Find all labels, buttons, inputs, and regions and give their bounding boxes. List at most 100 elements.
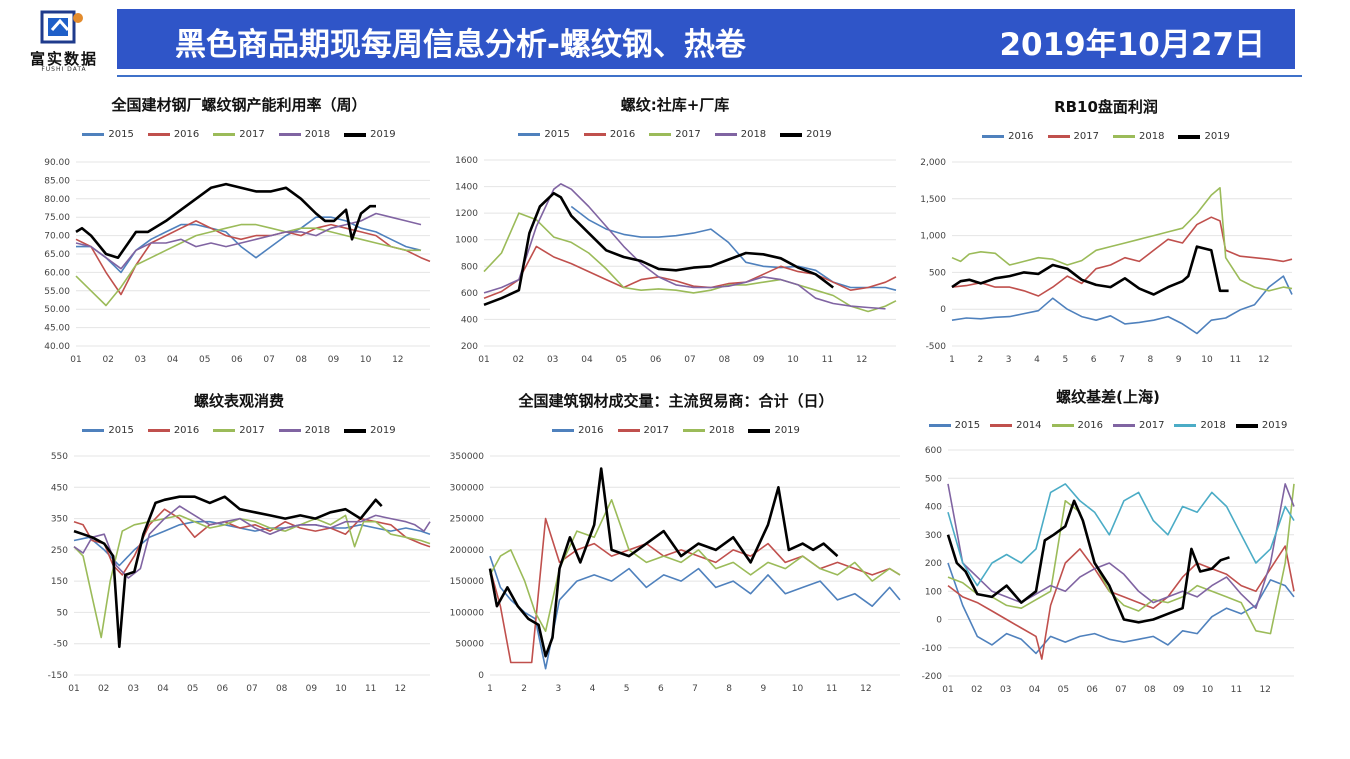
legend-swatch bbox=[518, 133, 541, 136]
x-tick-label: 12 bbox=[856, 355, 867, 365]
legend-label: 2016 bbox=[609, 129, 636, 140]
legend-label: 2016 bbox=[1008, 131, 1034, 142]
chart-plot: 350000 300000 250000 200000 150000 100000 5000… bbox=[450, 452, 901, 694]
legend-item: 2019 bbox=[1235, 420, 1287, 431]
chart-plot: 90.00 85.00 80.00 75.00 70.00 65.00 60.00 55.00… bbox=[44, 158, 431, 365]
legend-swatch bbox=[147, 133, 170, 136]
x-tick-label: 11 bbox=[365, 684, 376, 694]
series-line-2019 bbox=[73, 495, 383, 649]
x-tick-label: 10 bbox=[792, 684, 804, 694]
x-tick-label: 4 bbox=[590, 684, 596, 694]
series-line-2019 bbox=[951, 245, 1229, 296]
y-tick-label: 1200 bbox=[455, 209, 478, 219]
y-tick-label: 75.00 bbox=[44, 213, 70, 223]
y-tick-label: 200 bbox=[925, 559, 942, 569]
series-line-2016 bbox=[947, 483, 1295, 635]
x-tick-label: 07 bbox=[1115, 685, 1126, 695]
x-tick-label: 4 bbox=[1034, 355, 1040, 365]
title-banner: 黑色商品期现每周信息分析-螺纹钢、热卷 2019年10月27日 bbox=[117, 9, 1295, 69]
x-tick-label: 8 bbox=[1147, 355, 1153, 365]
legend-swatch bbox=[82, 133, 105, 136]
chart-title: 全国建筑钢材成交量：主流贸易商：合计（日） bbox=[518, 392, 834, 410]
legend-item: 2017 bbox=[213, 425, 265, 436]
y-tick-label: 150000 bbox=[450, 577, 485, 587]
x-tick-label: 11 bbox=[1231, 685, 1242, 695]
legend-swatch bbox=[683, 429, 705, 432]
legend-item: 2019 bbox=[748, 425, 800, 436]
y-tick-label: 1000 bbox=[455, 236, 478, 246]
y-tick-label: 85.00 bbox=[44, 176, 70, 186]
x-tick-label: 02 bbox=[102, 355, 113, 365]
legend-label: 2017 bbox=[239, 129, 265, 140]
series-line-2017 bbox=[951, 216, 1293, 297]
x-tick-label: 03 bbox=[547, 355, 558, 365]
legend-swatch bbox=[1235, 423, 1258, 428]
legend-swatch bbox=[1047, 135, 1070, 138]
y-tick-label: 0 bbox=[478, 671, 484, 681]
legend-item: 2016 bbox=[147, 129, 199, 140]
legend-swatch bbox=[344, 428, 367, 433]
y-tick-label: 40.00 bbox=[44, 342, 70, 352]
y-tick-label: 55.00 bbox=[44, 287, 70, 297]
legend-label: 2019 bbox=[370, 129, 396, 140]
logo-subtext: FUSHI DATA bbox=[41, 66, 87, 73]
y-tick-label: 300000 bbox=[450, 483, 485, 493]
series-line-2018 bbox=[483, 183, 886, 310]
y-tick-label: 50 bbox=[57, 608, 69, 618]
legend-swatch bbox=[1113, 135, 1135, 138]
x-tick-label: 09 bbox=[753, 355, 765, 365]
x-tick-label: 01 bbox=[478, 355, 489, 365]
x-tick-label: 07 bbox=[684, 355, 695, 365]
x-tick-label: 05 bbox=[1058, 685, 1069, 695]
x-tick-label: 11 bbox=[826, 684, 837, 694]
series-line-2015 bbox=[947, 562, 1295, 655]
legend-swatch bbox=[990, 424, 1013, 427]
x-tick-label: 08 bbox=[719, 355, 731, 365]
legend-item: 2018 bbox=[1174, 420, 1226, 431]
x-tick-label: 7 bbox=[692, 684, 698, 694]
x-tick-label: 12 bbox=[1258, 355, 1269, 365]
legend-swatch bbox=[1051, 424, 1074, 427]
x-tick-label: 1 bbox=[949, 355, 955, 365]
legend-label: 2017 bbox=[675, 129, 701, 140]
series-line-2015 bbox=[570, 205, 897, 291]
legend-swatch bbox=[714, 133, 737, 136]
x-tick-label: 06 bbox=[231, 355, 243, 365]
legend-label: 2016 bbox=[578, 425, 604, 436]
x-tick-label: 02 bbox=[513, 355, 524, 365]
series-line-2017 bbox=[483, 212, 897, 313]
legend-swatch bbox=[1174, 424, 1197, 427]
series-line-2014 bbox=[947, 545, 1295, 660]
legend-swatch bbox=[780, 132, 803, 137]
y-tick-label: -200 bbox=[922, 672, 943, 682]
x-tick-label: 9 bbox=[1176, 355, 1182, 365]
y-tick-label: 600 bbox=[925, 446, 942, 456]
x-tick-label: 2 bbox=[521, 684, 527, 694]
legend-swatch bbox=[213, 133, 236, 136]
y-tick-label: 50.00 bbox=[44, 305, 70, 315]
y-tick-label: 0 bbox=[940, 305, 946, 315]
legend-item: 2018 bbox=[278, 129, 331, 140]
legend-swatch bbox=[82, 429, 105, 432]
x-tick-label: 11 bbox=[1230, 355, 1241, 365]
y-tick-label: -50 bbox=[53, 640, 68, 650]
legend-swatch bbox=[583, 133, 606, 136]
legend-item: 2015 bbox=[82, 129, 134, 140]
x-tick-label: 07 bbox=[246, 684, 257, 694]
legend-label: 2018 bbox=[304, 129, 331, 140]
legend-item: 2018 bbox=[278, 425, 330, 436]
y-tick-label: 65.00 bbox=[44, 250, 70, 260]
y-tick-label: -100 bbox=[922, 644, 943, 654]
y-tick-label: 250 bbox=[51, 546, 68, 556]
x-tick-label: 01 bbox=[68, 684, 79, 694]
header-divider bbox=[117, 75, 1302, 77]
series-line-2018 bbox=[951, 187, 1293, 292]
y-tick-label: 1400 bbox=[455, 183, 478, 193]
x-tick-label: 6 bbox=[658, 684, 664, 694]
x-tick-label: 09 bbox=[1173, 685, 1185, 695]
chart-plot: 550 450 350 250 150 50 -50 -150 01 02 03 04 05 06 07 08… bbox=[48, 452, 431, 694]
legend-item: 2019 bbox=[780, 129, 832, 140]
chart-apparent-consumption: 螺纹表观消费 2015 2016 2017 2018 2019 550 450 350 250… bbox=[38, 378, 440, 708]
x-tick-label: 3 bbox=[555, 684, 561, 694]
